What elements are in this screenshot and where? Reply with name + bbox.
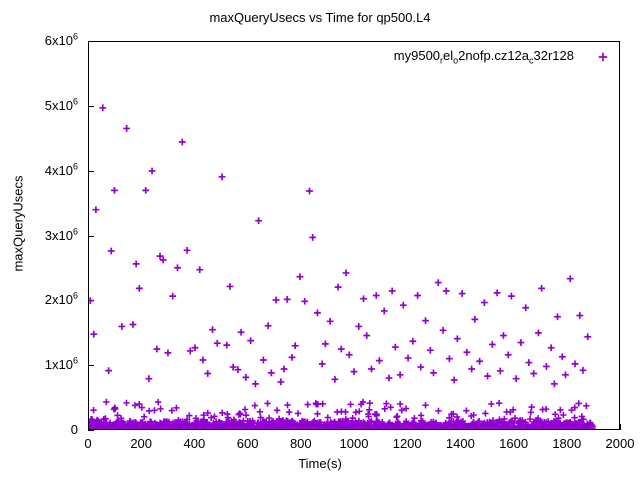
scatter-points-layer [89, 104, 596, 429]
y-tick-label: 2x106 [44, 291, 78, 308]
x-tick-label: 0 [84, 436, 92, 451]
x-tick-label: 1000 [339, 436, 369, 451]
y-tick-label: 1x106 [44, 355, 78, 373]
x-axis-title: Time(s) [298, 456, 342, 471]
legend: my9500relo2nofp.cz12ac32r128 [318, 48, 610, 68]
chart-title: maxQueryUsecs vs Time for qp500.L4 [209, 10, 431, 25]
x-tick-label: 600 [236, 436, 259, 451]
y-tick-label: 5x106 [44, 96, 78, 113]
y-tick-mark [88, 170, 94, 172]
y-tick-label: 3x106 [44, 226, 78, 243]
y-axis-title: maxQueryUsecs [10, 175, 26, 272]
y-tick-mark [88, 430, 94, 431]
plot-area [88, 41, 620, 430]
y-tick-mark [88, 365, 94, 367]
x-tick-mark [620, 424, 621, 430]
legend-entry-label: my9500relo2nofp.cz12ac32r128 [393, 48, 574, 66]
y-tick-mark [88, 235, 94, 237]
y-tick-label: 0 [70, 422, 78, 437]
x-tick-label: 200 [130, 436, 153, 451]
legend-plus-marker-icon [598, 52, 608, 62]
y-tick-label: 6x106 [44, 31, 78, 48]
x-tick-label: 400 [183, 436, 206, 451]
y-tick-mark [88, 105, 94, 107]
x-tick-label: 2000 [605, 436, 635, 451]
x-tick-label: 1600 [499, 436, 529, 451]
y-tick-label: 4x106 [44, 161, 78, 178]
x-tick-label: 1200 [392, 436, 422, 451]
x-tick-label: 800 [289, 436, 312, 451]
x-tick-label: 1800 [552, 436, 582, 451]
x-tick-label: 1400 [445, 436, 475, 451]
